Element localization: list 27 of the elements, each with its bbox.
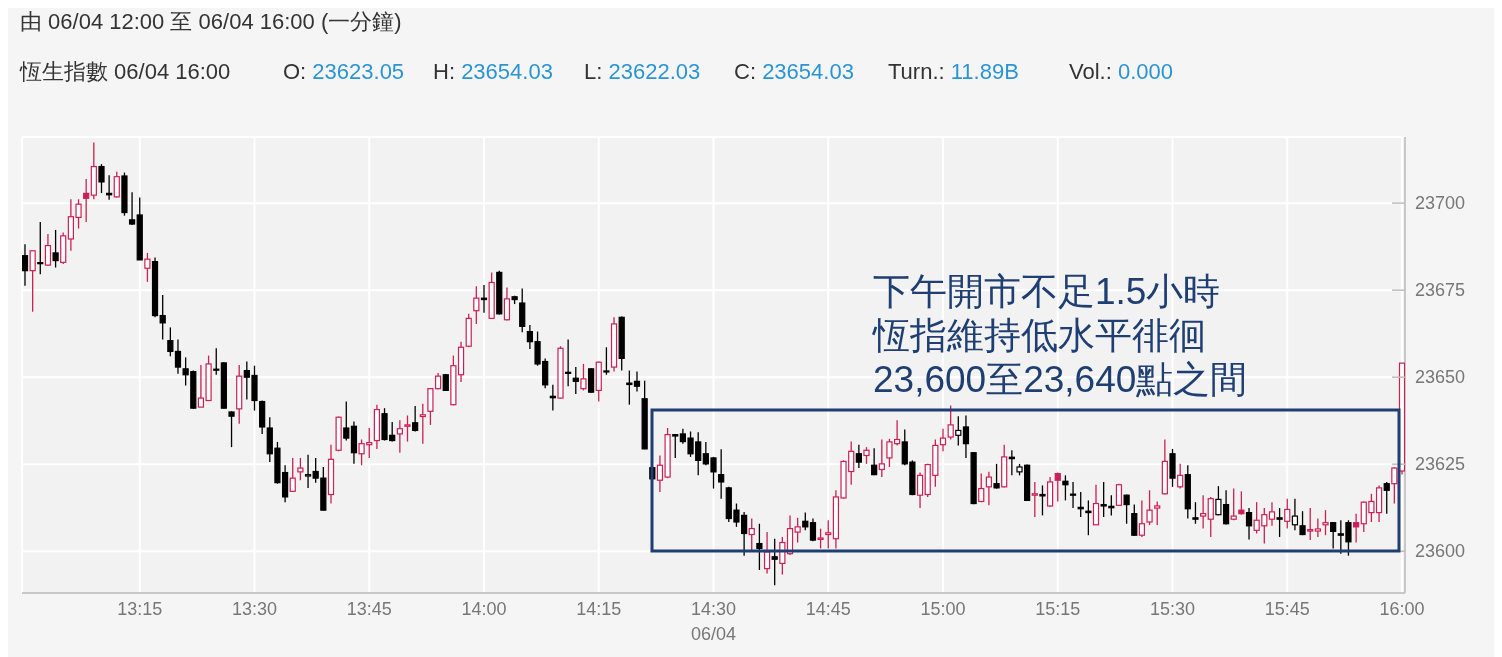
text: L: 23622.03 [584, 59, 701, 84]
chart-title: 由 06/04 12:00 至 06/04 16:00 (一分鐘) [20, 9, 402, 34]
x-tick-label: 13:15 [117, 599, 163, 619]
x-tick-label: 15:30 [1149, 599, 1196, 619]
x-tick-label: 15:00 [920, 599, 966, 619]
text: O: 23623.05 [283, 59, 405, 84]
y-tick-label: 23675 [1415, 280, 1466, 301]
x-axis-title: 06/04 [690, 624, 737, 644]
x-tick-label: 14:45 [805, 599, 851, 619]
x-tick-label: 15:15 [1035, 599, 1081, 619]
y-tick-label: 23650 [1415, 367, 1466, 388]
x-tick-label: 15:45 [1264, 599, 1310, 619]
text: C: 23654.03 [734, 59, 854, 84]
text: H: 23654.03 [433, 59, 553, 84]
y-tick-label: 23700 [1415, 193, 1466, 214]
x-tick-label: 13:45 [346, 599, 392, 619]
x-tick-label: 13:30 [231, 599, 278, 619]
chart-subtitle: 恆生指數 06/04 16:00 [20, 59, 231, 84]
y-tick-label: 23600 [1415, 541, 1466, 562]
annotation: 下午開市不足1.5小時恆指維持低水平徘徊23,600至23,640點之間 [873, 271, 1248, 400]
text: Vol.: 0.000 [1069, 59, 1173, 84]
x-tick-label: 16:00 [1379, 599, 1425, 619]
x-tick-label: 14:15 [576, 599, 622, 619]
text: Turn.: 11.89B [888, 59, 1019, 84]
x-tick-label: 14:30 [690, 599, 737, 619]
x-tick-label: 14:00 [461, 599, 507, 619]
y-tick-label: 23625 [1415, 454, 1466, 475]
